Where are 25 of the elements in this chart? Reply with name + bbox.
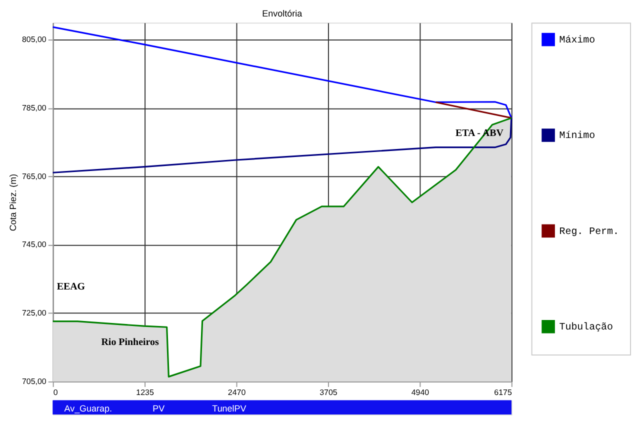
text: TunelPV [212,403,246,414]
legend-label: Máximo [559,34,596,46]
y-axis-title: Cota Piez. (m) [8,174,18,232]
y-tick-label: 765,00 [22,172,47,181]
line-series [52,117,512,174]
legend-label: Tubulação [559,322,614,333]
y-tick-label: 725,00 [22,308,47,318]
legend-label: Reg. Perm. [559,226,619,237]
x-tick-label: 6175 [494,388,512,397]
y-tick-label: 745,00 [22,240,47,250]
annotation: Rio Pinheiros [101,337,159,348]
y-tick-label: 785,00 [22,104,47,113]
x-tick-label: 2470 [228,388,246,397]
x-tick-label: 3705 [320,388,338,397]
text: PV [152,403,165,414]
x-tick-label: 0 [53,388,58,397]
y-tick-label: 805,00 [22,35,47,44]
x-tick-label: 4940 [411,388,430,397]
x-tick-label: 1235 [136,388,154,397]
line-series [52,26,512,119]
text: Av_Guarap. [64,403,112,414]
legend-label: Mínimo [559,130,596,142]
chart-title: Envoltória [262,8,302,19]
y-tick-label: 705,00 [22,376,47,386]
annotation: EEAG [56,281,86,292]
